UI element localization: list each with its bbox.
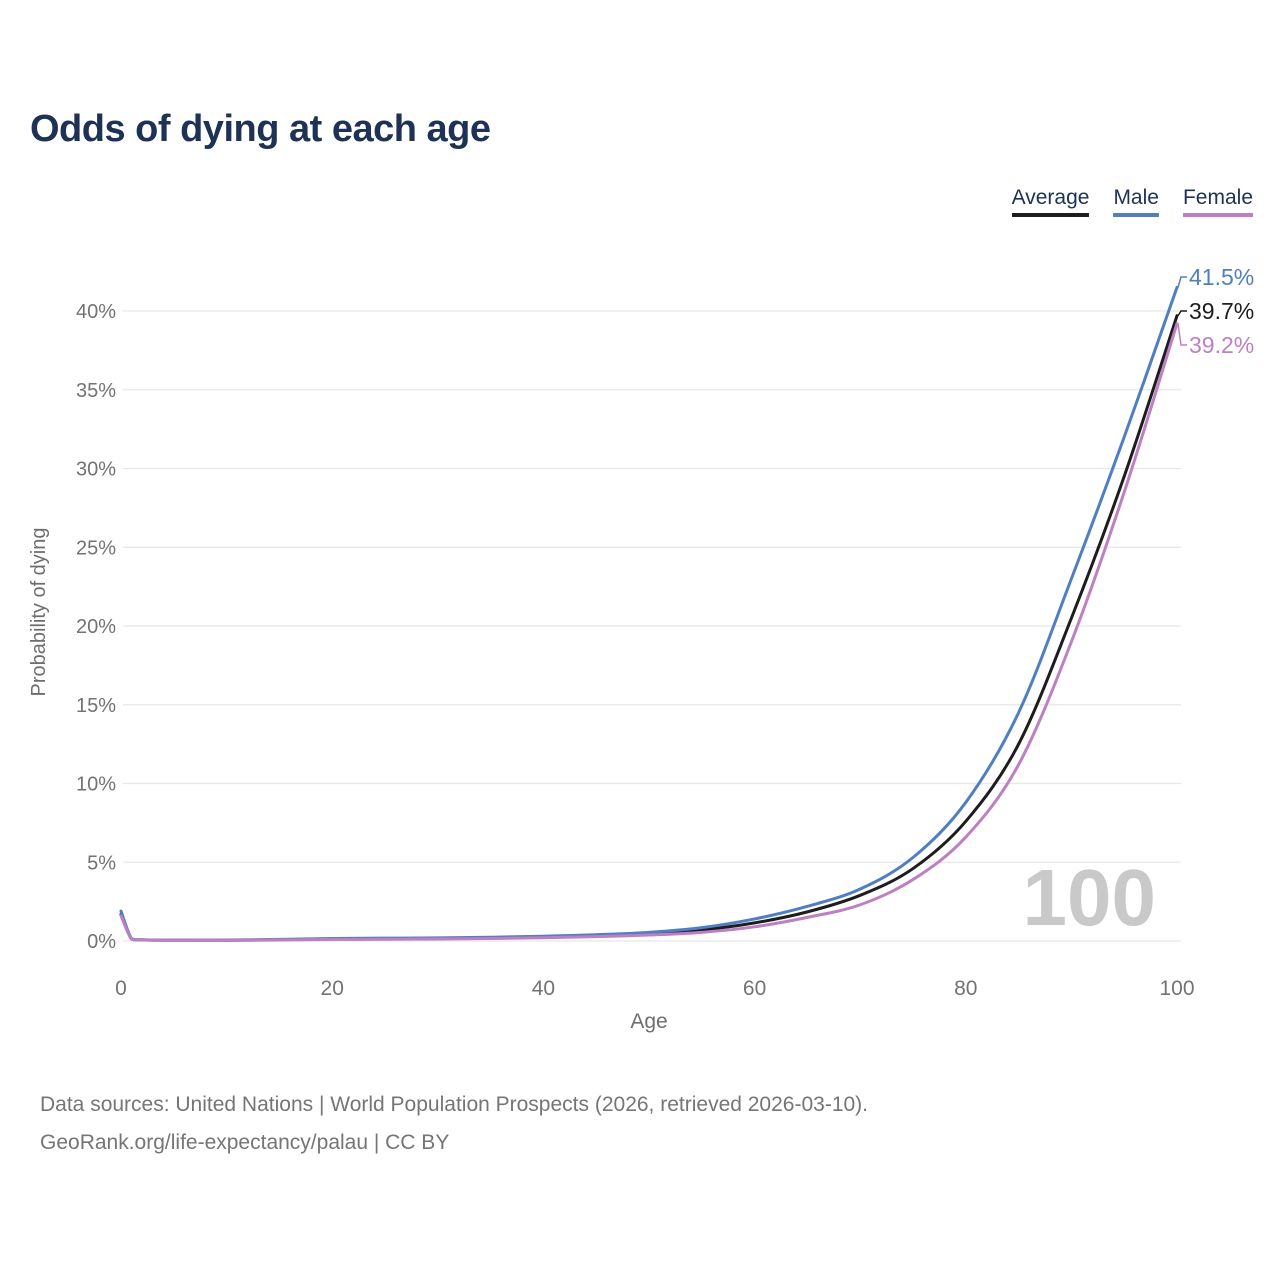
y-tick-label-35: 35% xyxy=(76,380,116,402)
legend-label-male: Male xyxy=(1113,186,1159,209)
y-tick-label-15: 15% xyxy=(76,695,116,717)
x-tick-label-0: 0 xyxy=(115,977,127,1000)
chart-title: Odds of dying at each age xyxy=(30,108,491,150)
legend-item-average[interactable]: Average xyxy=(1011,186,1090,217)
y-tick-label-0: 0% xyxy=(87,931,116,953)
end-label-average: 39.7% xyxy=(1189,298,1254,324)
y-tick-label-5: 5% xyxy=(87,852,116,874)
x-tick-label-80: 80 xyxy=(954,977,977,1000)
x-tick-label-100: 100 xyxy=(1159,977,1194,1000)
legend-swatch-male xyxy=(1113,213,1159,217)
age-watermark: 100 xyxy=(1023,853,1156,942)
legend-swatch-female xyxy=(1182,213,1253,217)
x-axis-title: Age xyxy=(630,1010,667,1033)
end-label-connector-male xyxy=(1177,276,1187,288)
end-label-male: 41.5% xyxy=(1189,264,1254,290)
footer-data-sources: Data sources: United Nations | World Pop… xyxy=(40,1093,869,1116)
legend-item-male[interactable]: Male xyxy=(1113,186,1159,217)
y-tick-label-25: 25% xyxy=(76,537,116,559)
x-tick-label-40: 40 xyxy=(532,977,555,1000)
footer: Data sources: United Nations | World Pop… xyxy=(40,1086,868,1162)
y-tick-label-20: 20% xyxy=(76,616,116,638)
y-axis-title: Probability of dying xyxy=(28,528,50,697)
y-tick-label-10: 10% xyxy=(76,774,116,796)
end-label-connector-average xyxy=(1177,310,1187,317)
y-tick-label-40: 40% xyxy=(76,301,116,323)
x-tick-label-60: 60 xyxy=(743,977,766,1000)
legend-swatch-average xyxy=(1011,213,1090,217)
legend: Average Male Female xyxy=(1011,186,1253,217)
series-line-female xyxy=(119,322,1179,942)
series-line-male xyxy=(119,285,1179,942)
end-label-connector-female xyxy=(1177,323,1187,346)
x-tick-label-20: 20 xyxy=(321,977,344,1000)
y-tick-label-30: 30% xyxy=(76,459,116,481)
legend-item-female[interactable]: Female xyxy=(1182,186,1253,217)
end-label-female: 39.2% xyxy=(1189,332,1254,358)
series-line-average xyxy=(119,314,1179,942)
legend-label-average: Average xyxy=(1011,186,1090,209)
legend-label-female: Female xyxy=(1182,186,1253,209)
footer-attribution: GeoRank.org/life-expectancy/palau | CC B… xyxy=(40,1131,450,1154)
